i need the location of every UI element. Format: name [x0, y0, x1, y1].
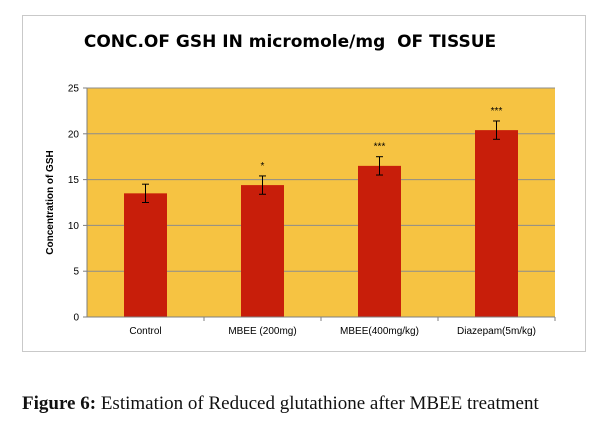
y-tick-label: 5 [73, 267, 79, 278]
chart-text: CONC.OF GSH IN micromole/mg OF TISSUE Con… [45, 32, 536, 337]
x-tick-label: MBEE(400mg/kg) [340, 326, 419, 337]
chart-title: CONC.OF GSH IN micromole/mg OF TISSUE [84, 32, 496, 52]
figure-label: Figure 6: [22, 393, 97, 414]
bar [358, 165, 401, 317]
y-axis-label: Concentration of GSH [45, 150, 56, 254]
y-tick-label: 20 [68, 129, 80, 140]
bars [124, 120, 518, 317]
y-tick-label: 0 [73, 313, 79, 324]
bar [124, 193, 167, 317]
gsh-bar-chart: CONC.OF GSH IN micromole/mg OF TISSUE Con… [45, 32, 556, 337]
significance-label: * [261, 161, 265, 172]
figure-caption: Figure 6: Estimation of Reduced glutathi… [22, 392, 588, 415]
x-tick-label: MBEE (200mg) [228, 326, 296, 337]
chart-frame: CONC.OF GSH IN micromole/mg OF TISSUE Con… [22, 15, 586, 352]
significance-label: *** [491, 106, 503, 117]
axes [83, 87, 556, 321]
y-tick-label: 25 [68, 84, 80, 95]
y-tick-label: 15 [68, 175, 80, 186]
x-tick-label: Diazepam(5m/kg) [457, 326, 536, 337]
bar [475, 130, 518, 317]
x-tick-label: Control [129, 326, 161, 337]
bar [241, 185, 284, 317]
significance-label: *** [374, 142, 386, 153]
y-tick-label: 10 [68, 221, 80, 232]
figure-caption-text: Estimation of Reduced glutathione after … [100, 393, 539, 414]
